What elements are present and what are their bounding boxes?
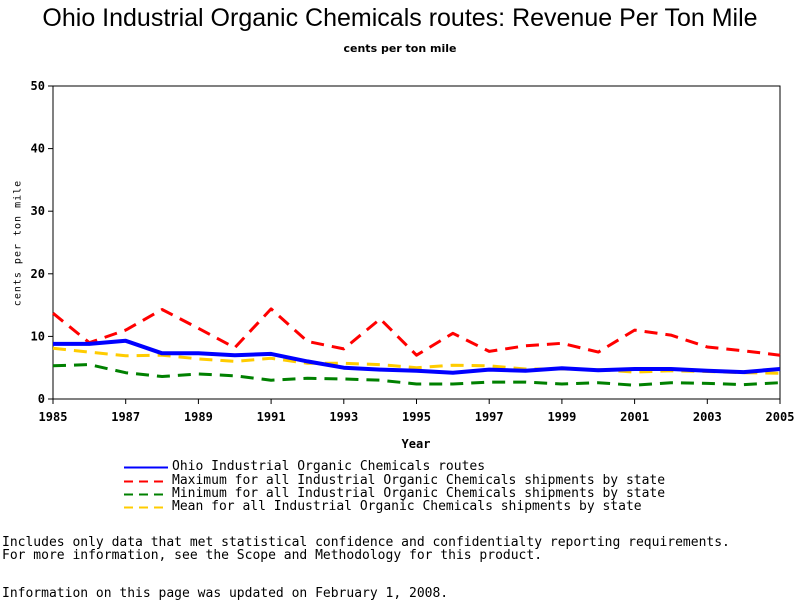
x-tick-label: 2003: [693, 410, 722, 424]
series-line-maximum: [52, 307, 781, 357]
footnote-confidence: Includes only data that met statistical …: [2, 535, 730, 550]
legend-item-mean: Mean for all Industrial Organic Chemical…: [124, 499, 744, 514]
x-tick-label: 1993: [329, 410, 358, 424]
y-tick-label: 50: [31, 79, 45, 93]
x-tick-label: 1989: [184, 410, 213, 424]
y-tick-label: 10: [31, 329, 45, 343]
y-tick-label: 30: [31, 204, 45, 218]
footnote-methodology: For more information, see the Scope and …: [2, 548, 543, 563]
legend-label-ohio: Ohio Industrial Organic Chemicals routes: [172, 459, 486, 474]
series-line-minimum: [52, 363, 781, 387]
x-tick-label: 1987: [111, 410, 140, 424]
legend-item-maximum: Maximum for all Industrial Organic Chemi…: [124, 473, 744, 488]
x-tick-label: 2001: [620, 410, 649, 424]
y-tick-label: 20: [31, 267, 45, 281]
x-axis-label: Year: [401, 437, 431, 451]
x-tick-label: 1991: [257, 410, 286, 424]
x-tick-label: 1997: [475, 410, 504, 424]
x-tick-label: 1995: [402, 410, 431, 424]
legend-label-maximum: Maximum for all Industrial Organic Chemi…: [172, 473, 666, 488]
footnote-updated: Information on this page was updated on …: [2, 586, 449, 601]
chart-subtitle: cents per ton mile: [343, 42, 457, 55]
legend-swatch-mean: [124, 506, 168, 509]
legend-label-minimum: Minimum for all Industrial Organic Chemi…: [172, 486, 666, 501]
chart-plot: 0 10 20 30 40 50 1985 1987 1989 1991 1993 1995 1997 1…: [31, 79, 795, 424]
y-tick-label: 40: [31, 142, 45, 156]
y-tick-label: 0: [38, 392, 45, 406]
series-line-ohio: [53, 338, 781, 375]
legend-item-minimum: Minimum for all Industrial Organic Chemi…: [124, 486, 744, 501]
x-tick-label: 2005: [766, 410, 795, 424]
y-axis-label: cents per ton mile: [12, 179, 24, 307]
legend-swatch-maximum: [124, 480, 168, 483]
legend-swatch-ohio: [124, 466, 168, 469]
x-tick-label: 1985: [39, 410, 68, 424]
series-line-mean: [52, 346, 781, 375]
axes: 0 10 20 30 40 50 1985 1987 1989 1991 1993 1995 1997 1…: [31, 79, 795, 424]
legend-item-ohio: Ohio Industrial Organic Chemicals routes: [124, 459, 744, 474]
x-tick-label: 1999: [547, 410, 576, 424]
series-lines: [52, 307, 781, 387]
chart-title: Ohio Industrial Organic Chemicals routes…: [42, 4, 758, 32]
legend-label-mean: Mean for all Industrial Organic Chemical…: [172, 499, 642, 514]
legend-swatch-minimum: [124, 493, 168, 496]
